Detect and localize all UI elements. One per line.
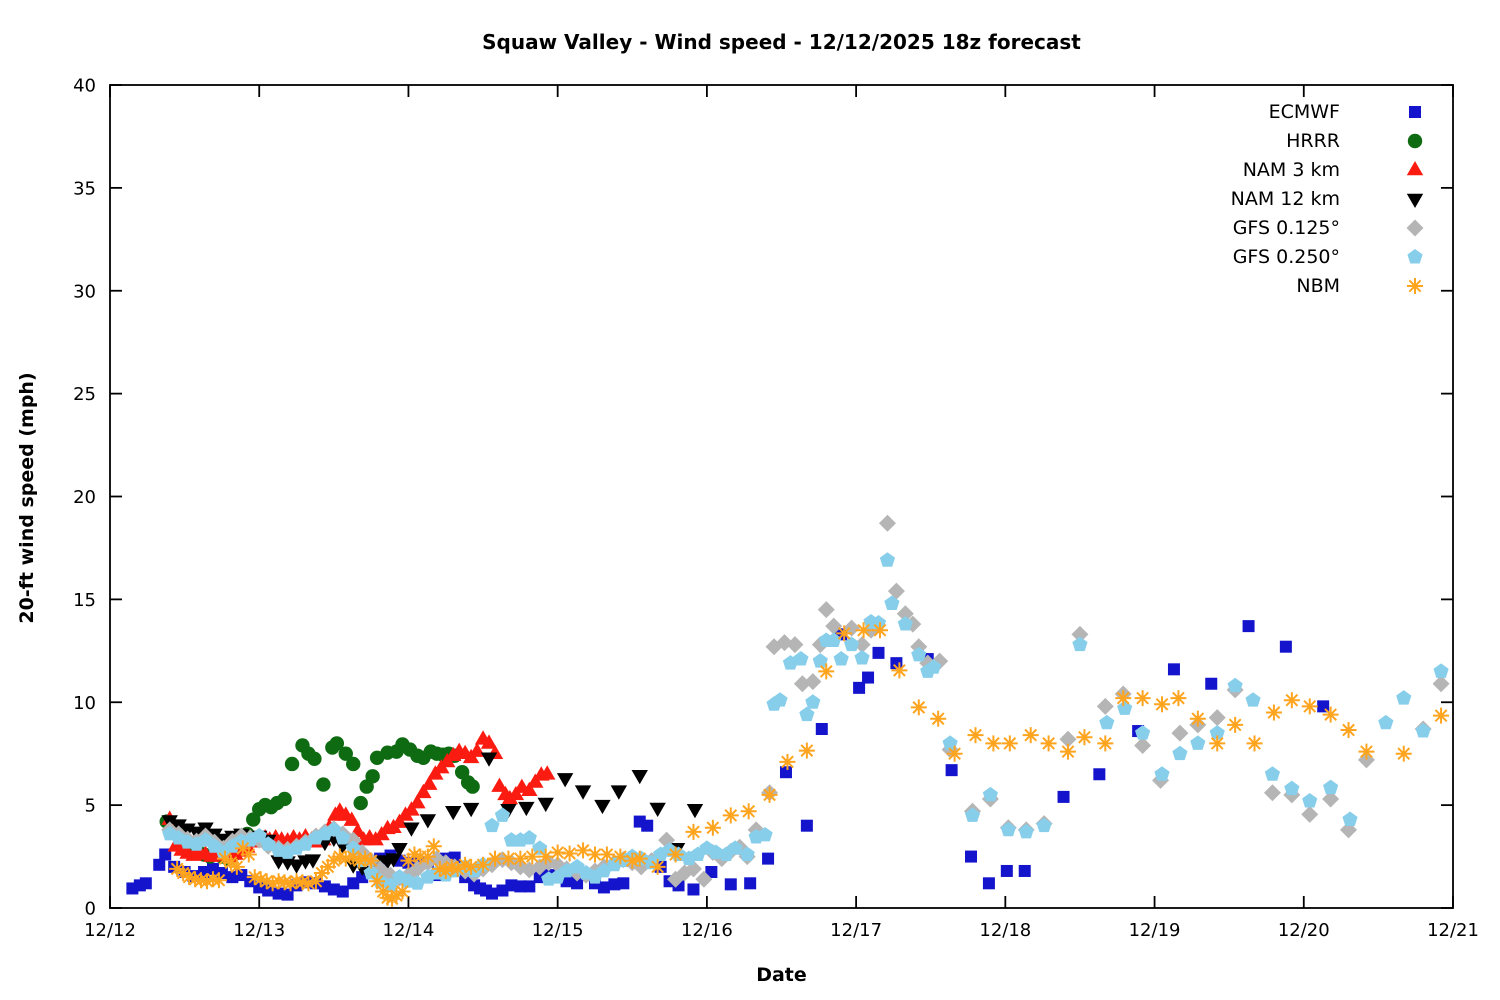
x-tick-label: 12/18: [979, 920, 1031, 941]
legend-label: GFS 0.125°: [1233, 217, 1340, 239]
legend-label: NBM: [1296, 275, 1340, 297]
y-tick-label: 35: [73, 178, 96, 199]
x-tick-label: 12/15: [532, 920, 584, 941]
x-tick-label: 12/17: [830, 920, 882, 941]
legend-item-gfs-0-250: GFS 0.250°: [1233, 246, 1423, 268]
legend-item-gfs-0-125: GFS 0.125°: [1233, 217, 1424, 239]
x-tick-label: 12/12: [84, 920, 136, 941]
legend-label: GFS 0.250°: [1233, 246, 1340, 268]
y-tick-label: 10: [73, 693, 96, 714]
legend-item-nam-3-km: NAM 3 km: [1243, 159, 1424, 181]
series-nbm: [169, 622, 1450, 907]
y-tick-label: 25: [73, 384, 96, 405]
x-tick-label: 12/19: [1129, 920, 1181, 941]
chart-title: Squaw Valley - Wind speed - 12/12/2025 1…: [482, 30, 1081, 54]
y-tick-label: 30: [73, 281, 96, 302]
y-tick-label: 15: [73, 590, 96, 611]
legend-label: NAM 3 km: [1243, 159, 1340, 181]
y-tick-label: 5: [85, 796, 96, 817]
legend-item-hrrr: HRRR: [1286, 130, 1423, 152]
x-axis-label: Date: [756, 964, 807, 986]
legend: ECMWF HRRR NAM 3 km NAM 12 km GFS 0.125° GFS …: [1231, 101, 1424, 297]
legend-label: HRRR: [1286, 130, 1340, 152]
legend-label: NAM 12 km: [1231, 188, 1340, 210]
x-tick-label: 12/13: [233, 920, 285, 941]
legend-item-nam-12-km: NAM 12 km: [1231, 188, 1424, 210]
legend-item-nbm: NBM: [1296, 275, 1423, 297]
legend-item-ecmwf: ECMWF: [1269, 101, 1421, 123]
x-tick-label: 12/16: [681, 920, 733, 941]
y-tick-label: 0: [85, 899, 96, 920]
legend-label: ECMWF: [1269, 101, 1340, 123]
y-tick-label: 20: [73, 487, 96, 508]
x-tick-label: 12/21: [1427, 920, 1479, 941]
x-tick-label: 12/20: [1278, 920, 1330, 941]
y-axis-label: 20-ft wind speed (mph): [16, 372, 38, 624]
x-tick-label: 12/14: [383, 920, 435, 941]
y-tick-label: 40: [73, 76, 96, 97]
